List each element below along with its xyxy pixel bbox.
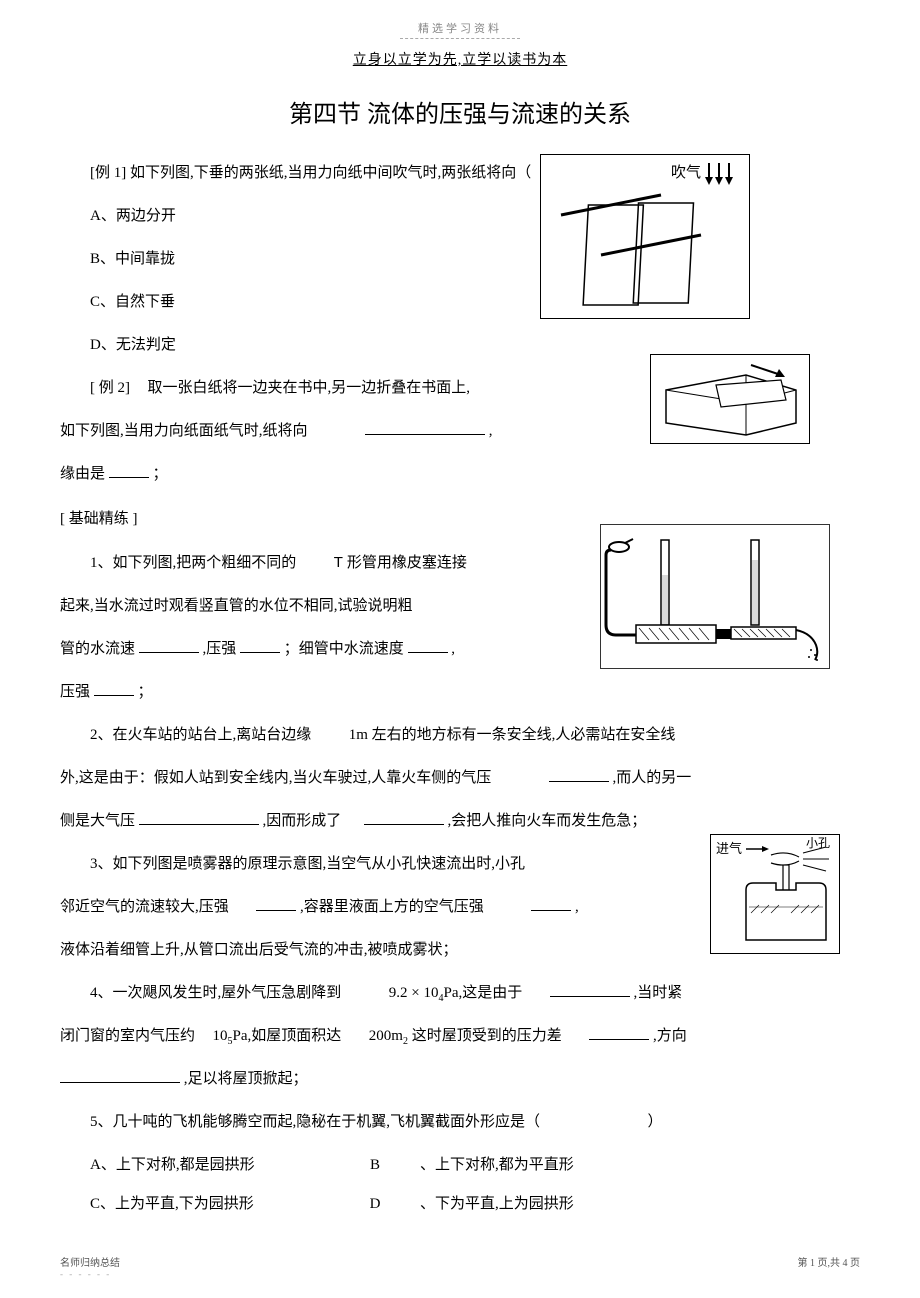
blank xyxy=(139,638,199,653)
figure-book-paper xyxy=(650,354,810,444)
q5-row1: A、上下对称,都是园拱形 B 、上下对称,都为平直形 xyxy=(60,1146,860,1185)
q5-option-a: A、上下对称,都是园拱形 xyxy=(60,1146,330,1185)
page-title: 第四节 流体的压强与流速的关系 xyxy=(60,94,860,129)
inlet-label: 进气 xyxy=(716,841,742,856)
q1-p1: 1、如下列图,把两个粗细不同的 T 形管用橡皮塞连接 xyxy=(60,543,540,583)
q2-p1: 2、在火车站的站台上,离站台边缘 1m 左右的地方标有一条安全线,人必需站在安全… xyxy=(60,716,860,755)
hole-label: 小孔 xyxy=(806,836,830,850)
blank xyxy=(589,1025,649,1040)
blank xyxy=(408,638,448,653)
blank xyxy=(365,420,485,435)
q1-p2: 起来,当水流过时观看竖直管的水位不相同,试验说明粗 xyxy=(60,587,540,626)
q4-p1: 4、一次飓风发生时,屋外气压急剧降到 9.2 × 104Pa,这是由于 ,当时紧 xyxy=(60,974,860,1013)
blank xyxy=(364,810,444,825)
blank xyxy=(60,1068,180,1083)
page-footer: 名师归纳总结 - - - - - - 第 1 页,共 4 页 xyxy=(60,1254,860,1280)
figure-t-tubes xyxy=(600,524,830,669)
blank xyxy=(94,681,134,696)
ex2-line3: 缘由是 ； xyxy=(60,455,860,494)
q5-option-b-text: 、上下对称,都为平直形 xyxy=(390,1146,574,1185)
q5-option-c: C、上为平直,下为园拱形 xyxy=(60,1185,330,1224)
q5-stem: 5、几十吨的飞机能够腾空而起,隐秘在于机翼,飞机翼截面外形应是（ ） xyxy=(60,1103,860,1142)
q4-p2: 闭门窗的室内气压约 105Pa,如屋顶面积达 200m2 这时屋顶受到的压力差 … xyxy=(60,1017,860,1056)
motto: 立身以立学为先,立学以读书为本 xyxy=(60,49,860,69)
footer-dash: - - - - - - xyxy=(60,1269,111,1279)
figure-sprayer: 进气 小孔 xyxy=(710,834,840,954)
top-header: 精选学习资料 xyxy=(60,20,860,36)
q5-option-d-letter: D xyxy=(330,1185,390,1224)
q3-p1: 3、如下列图是喷雾器的原理示意图,当空气从小孔快速流出时,小孔 xyxy=(60,845,630,884)
q5-row2: C、上为平直,下为园拱形 D 、下为平直,上为园拱形 xyxy=(60,1185,860,1224)
q4-p3: ,足以将屋顶掀起； xyxy=(60,1060,860,1099)
blank xyxy=(550,982,630,997)
blank xyxy=(549,767,609,782)
blank xyxy=(256,896,296,911)
blow-label: 吹气 xyxy=(671,164,701,181)
q2-p2: 外,这是由于：假如人站到安全线内,当火车驶过,人靠火车侧的气压 ,而人的另一 xyxy=(60,759,860,798)
blank xyxy=(139,810,259,825)
blank xyxy=(240,638,280,653)
footer-left: 名师归纳总结 xyxy=(60,1258,120,1269)
q5-option-b-letter: B xyxy=(330,1146,390,1185)
q1-p3: 管的水流速 ,压强 ；细管中水流速度 , xyxy=(60,630,540,669)
blank xyxy=(109,463,149,478)
blank xyxy=(531,896,571,911)
figure-blow-papers: 吹气 xyxy=(540,154,750,319)
q5-option-d-text: 、下为平直,上为园拱形 xyxy=(390,1185,574,1224)
q3-p2: 邻近空气的流速较大,压强 ,容器里液面上方的空气压强 , xyxy=(60,888,630,927)
footer-right: 第 1 页,共 4 页 xyxy=(798,1254,861,1280)
top-divider xyxy=(400,38,520,39)
q1-p4: 压强 ； xyxy=(60,673,540,712)
